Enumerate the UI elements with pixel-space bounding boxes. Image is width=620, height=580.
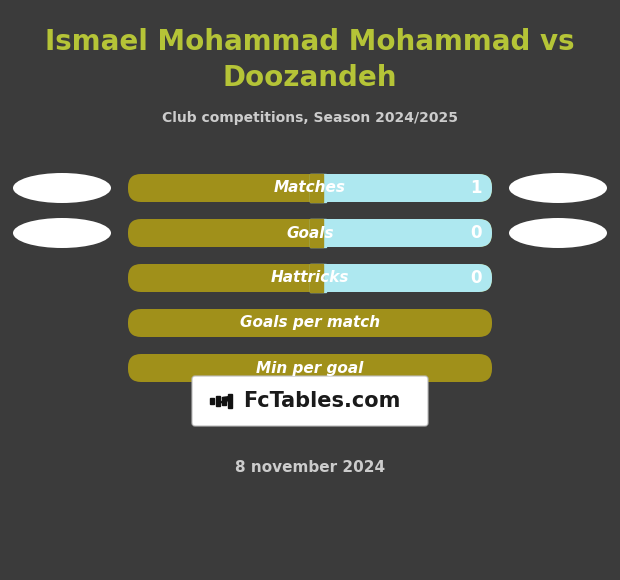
Bar	[310, 264, 326, 292]
Text: Min per goal: Min per goal	[256, 361, 364, 375]
FancyBboxPatch shape	[310, 219, 492, 247]
Bar	[310, 219, 326, 247]
Text: Goals: Goals	[286, 226, 334, 241]
Bar	[210, 398, 214, 404]
FancyBboxPatch shape	[192, 376, 428, 426]
FancyBboxPatch shape	[128, 354, 492, 382]
FancyBboxPatch shape	[310, 264, 492, 292]
FancyBboxPatch shape	[128, 219, 492, 247]
FancyBboxPatch shape	[128, 264, 492, 292]
Text: Club competitions, Season 2024/2025: Club competitions, Season 2024/2025	[162, 111, 458, 125]
Bar	[310, 264, 323, 292]
Text: Ismael Mohammad Mohammad vs: Ismael Mohammad Mohammad vs	[45, 28, 575, 56]
FancyBboxPatch shape	[310, 174, 492, 202]
Ellipse shape	[13, 218, 111, 248]
Text: Matches: Matches	[274, 180, 346, 195]
Bar	[222, 397, 226, 405]
Ellipse shape	[509, 218, 607, 248]
Bar	[216, 396, 220, 406]
FancyBboxPatch shape	[128, 309, 492, 337]
FancyBboxPatch shape	[128, 174, 492, 202]
Bar	[228, 394, 232, 408]
Text: Doozandeh: Doozandeh	[223, 64, 397, 92]
Text: Goals per match: Goals per match	[240, 316, 380, 331]
Ellipse shape	[13, 173, 111, 203]
Text: 1: 1	[470, 179, 482, 197]
Text: 8 november 2024: 8 november 2024	[235, 461, 385, 476]
Text: FcTables.com: FcTables.com	[243, 391, 401, 411]
Bar	[310, 174, 326, 202]
Text: Hattricks: Hattricks	[271, 270, 349, 285]
Bar	[310, 174, 323, 202]
Text: 0: 0	[470, 224, 482, 242]
Bar	[310, 219, 323, 247]
Text: 0: 0	[470, 269, 482, 287]
Ellipse shape	[509, 173, 607, 203]
